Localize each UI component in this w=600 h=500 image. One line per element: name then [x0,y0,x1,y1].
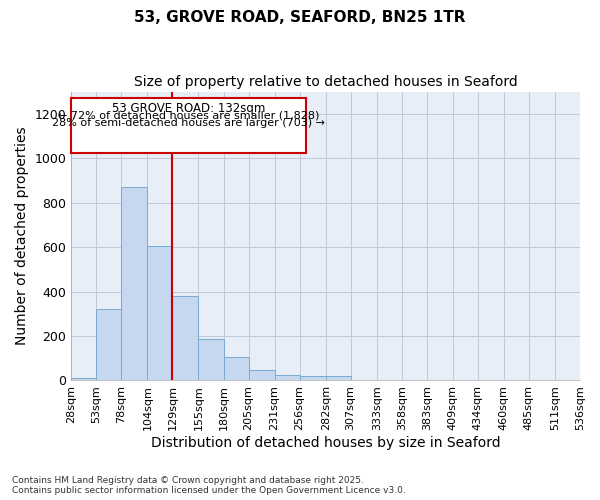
Text: ← 72% of detached houses are smaller (1,828): ← 72% of detached houses are smaller (1,… [58,110,319,120]
Bar [199,340,224,380]
Text: Contains HM Land Registry data © Crown copyright and database right 2025.
Contai: Contains HM Land Registry data © Crown c… [12,476,406,495]
Bar [275,375,299,380]
X-axis label: Distribution of detached houses by size in Seaford: Distribution of detached houses by size … [151,436,500,450]
Bar [224,357,248,380]
Bar [71,98,305,152]
Bar [148,246,172,380]
Bar [248,370,275,380]
Bar [71,378,97,380]
Text: 53, GROVE ROAD, SEAFORD, BN25 1TR: 53, GROVE ROAD, SEAFORD, BN25 1TR [134,10,466,25]
Bar [299,376,326,380]
Bar [97,310,121,380]
Bar [326,376,350,380]
Text: 28% of semi-detached houses are larger (703) →: 28% of semi-detached houses are larger (… [52,118,325,128]
Title: Size of property relative to detached houses in Seaford: Size of property relative to detached ho… [134,75,518,89]
Y-axis label: Number of detached properties: Number of detached properties [15,126,29,346]
Bar [172,296,199,380]
Bar [121,187,148,380]
Text: 53 GROVE ROAD: 132sqm: 53 GROVE ROAD: 132sqm [112,102,265,114]
